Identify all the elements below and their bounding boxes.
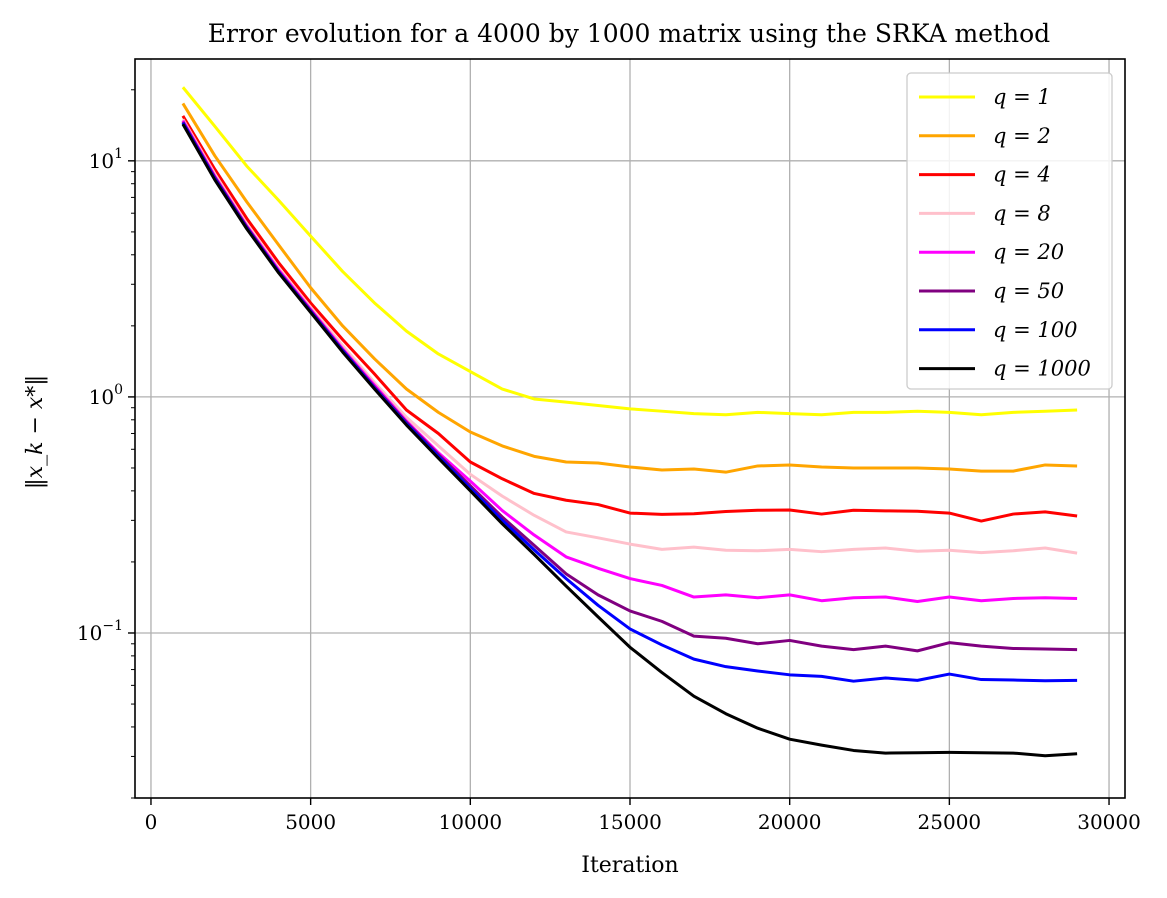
legend: q = 1 q = 2 q = 4 q = 8 q = 20 q = 50 q = 100 q… (906, 72, 1113, 390)
x-tick-label: 15000 (598, 810, 662, 834)
legend-label-4: q = 20 (993, 240, 1064, 264)
y-axis-label-text: ‖x_k − x*‖ (23, 375, 48, 490)
legend-label-2: q = 4 (993, 163, 1051, 187)
x-tick-label: 0 (145, 810, 158, 834)
legend-label-0: q = 1 (993, 85, 1051, 109)
y-tick-label: 100 (89, 382, 123, 409)
x-tick-label: 20000 (758, 810, 822, 834)
y-tick-label: 101 (89, 146, 123, 173)
x-tick-label: 10000 (439, 810, 503, 834)
series-line-3 (181, 118, 1078, 555)
legend-label-3: q = 8 (993, 201, 1051, 225)
legend-label-7: q = 1000 (993, 357, 1091, 381)
series-lines (181, 86, 1078, 758)
series-line-2 (181, 115, 1078, 523)
x-tick-label: 30000 (1077, 810, 1141, 834)
legend-label-1: q = 2 (993, 124, 1051, 148)
y-axis-label: ‖x_k − x*‖ (23, 375, 48, 490)
axes: 0 5000 10000 15000 20000 25000 30000 10−1 100 101 (77, 58, 1141, 834)
series-line-0 (181, 86, 1078, 417)
series-line-7 (181, 123, 1078, 758)
x-tick-label: 25000 (918, 810, 982, 834)
x-tick-label: 5000 (285, 810, 336, 834)
chart-title: Error evolution for a 4000 by 1000 matri… (208, 19, 1050, 48)
legend-label-5: q = 50 (993, 279, 1064, 303)
series-line-1 (181, 102, 1078, 474)
y-tick-label: 10−1 (77, 618, 123, 645)
legend-label-6: q = 100 (993, 318, 1077, 342)
x-axis-label: Iteration (581, 853, 678, 878)
legend-box (906, 72, 1113, 390)
